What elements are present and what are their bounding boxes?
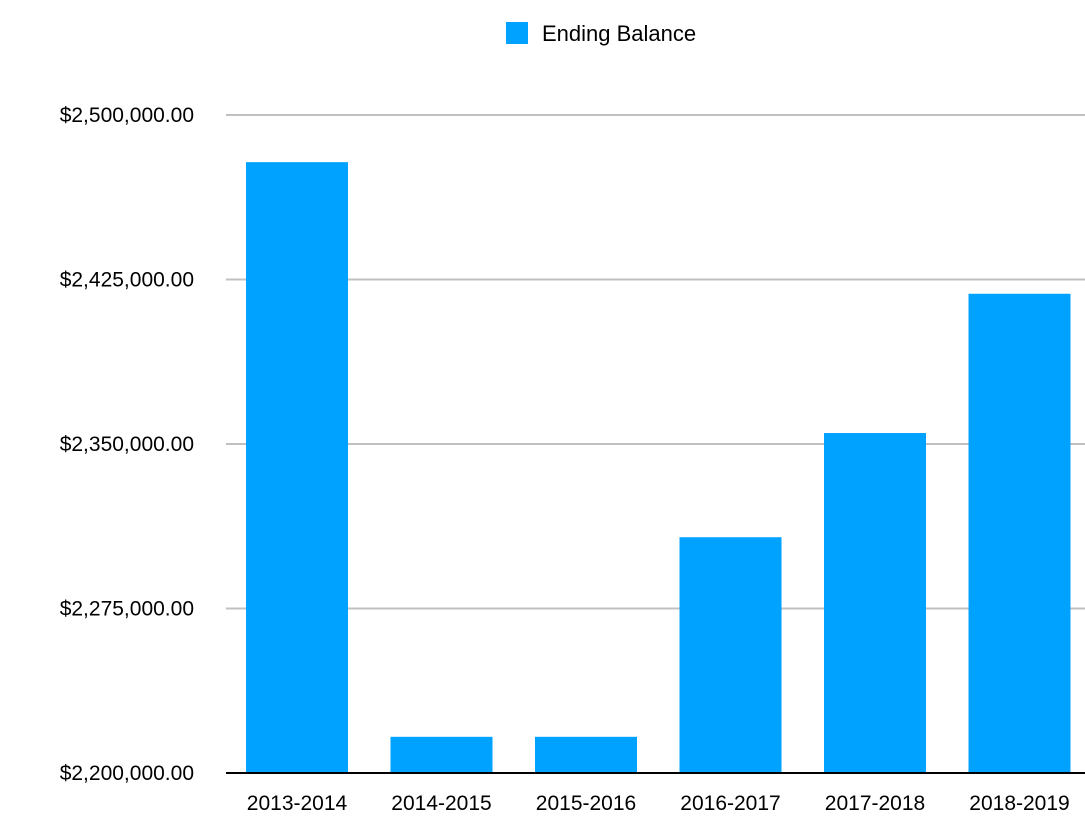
bar-2015-2016 xyxy=(535,736,637,773)
x-axis-tick-labels: 2013-2014 2014-2015 2015-2016 2016-2017 2017… xyxy=(247,792,1070,815)
y-axis-tick-labels: $2,200,000.00 $2,275,000.00 $2,350,000.00 $… xyxy=(60,104,194,785)
gridlines xyxy=(226,114,1085,610)
x-tick-label: 2013-2014 xyxy=(247,792,348,815)
x-tick-label: 2018-2019 xyxy=(969,792,1069,815)
bar-2014-2015 xyxy=(390,736,493,773)
y-tick-label: $2,200,000.00 xyxy=(60,762,194,785)
bar-2018-2019 xyxy=(968,293,1071,773)
legend-swatch xyxy=(506,22,528,44)
y-tick-label: $2,500,000.00 xyxy=(60,104,194,127)
y-tick-label: $2,425,000.00 xyxy=(60,269,194,292)
x-tick-label: 2014-2015 xyxy=(391,792,491,815)
y-tick-label: $2,275,000.00 xyxy=(60,598,194,621)
bar-2017-2018 xyxy=(824,433,926,773)
bar-2016-2017 xyxy=(679,537,782,773)
y-tick-label: $2,350,000.00 xyxy=(60,433,194,456)
bar-2013-2014 xyxy=(246,162,348,773)
x-tick-label: 2015-2016 xyxy=(536,792,636,815)
x-tick-label: 2016-2017 xyxy=(680,792,780,815)
legend: Ending Balance xyxy=(506,21,696,46)
x-tick-label: 2017-2018 xyxy=(825,792,925,815)
bars xyxy=(246,162,1071,773)
legend-label: Ending Balance xyxy=(542,21,696,46)
